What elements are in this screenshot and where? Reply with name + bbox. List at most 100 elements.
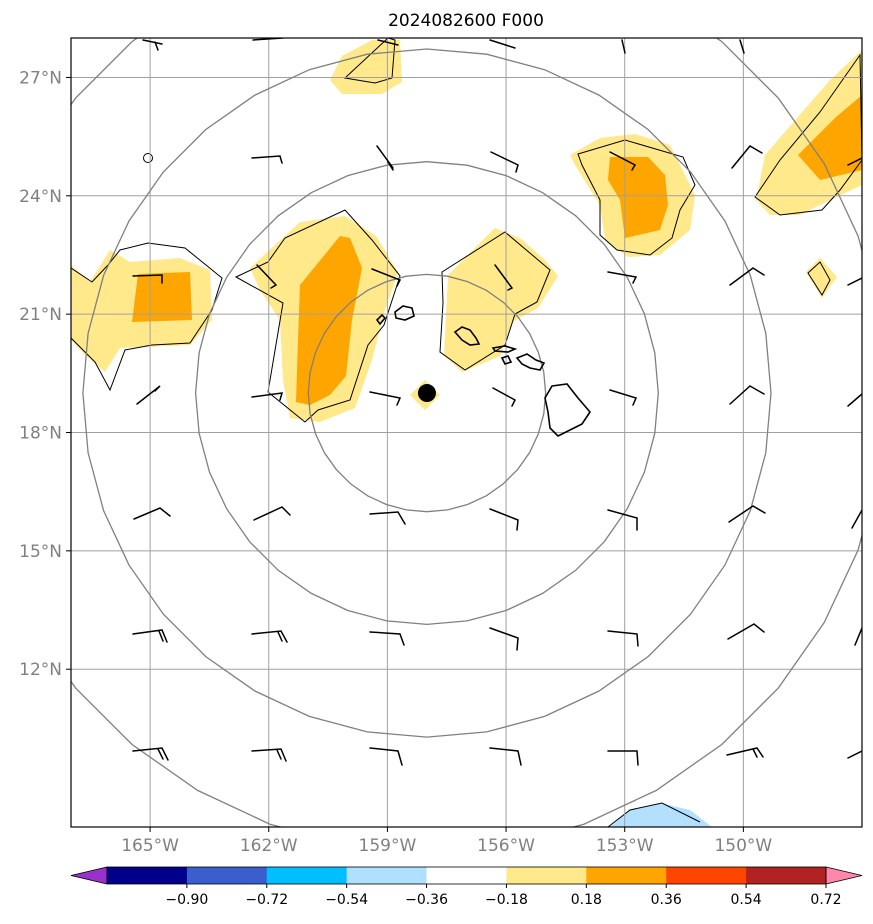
wind-barb [607, 750, 639, 766]
island-maui [515, 353, 546, 371]
wind-barb [489, 627, 519, 651]
wind-barb [256, 264, 278, 289]
colorbar-swatch [266, 867, 348, 884]
axis-ticks: 165°W 162°W 159°W 156°W 153°W 150°W 27°N 24°N 21… [19, 68, 772, 856]
map-area [71, 38, 862, 827]
island-niihau [375, 313, 387, 326]
wind-barb [851, 509, 862, 529]
wind-barb [847, 157, 862, 166]
wind-barb [251, 392, 284, 401]
colorbar-swatch [746, 867, 827, 884]
range-ring [307, 273, 547, 513]
x-tick-label: 165°W [121, 836, 179, 856]
colorbar-label: −0.36 [405, 892, 448, 908]
island-kauai [394, 305, 415, 321]
wind-barb [729, 267, 765, 286]
wind-barb [492, 387, 516, 407]
wind-barb [376, 145, 394, 171]
contour-fill-orange [132, 272, 192, 322]
colorbar-label: 0.36 [651, 892, 682, 908]
wind-barb [607, 509, 638, 531]
storm-center-marker [417, 384, 436, 403]
x-tick-label: 156°W [477, 836, 535, 856]
colorbar-label: 0.18 [571, 892, 602, 908]
wind-barb [727, 623, 765, 640]
contour-line [439, 231, 551, 371]
wind-barb [607, 630, 639, 647]
wind-barb [253, 506, 291, 521]
colorbar: −0.90 −0.72 −0.54 −0.36 −0.18 0.18 0.36 0.54 0.7… [70, 866, 863, 908]
gridlines [71, 38, 862, 827]
colorbar-swatch [666, 867, 747, 884]
colorbar-swatch [426, 867, 507, 884]
map-title: 2024082600 F000 [388, 11, 544, 31]
wind-barb [621, 39, 626, 54]
colorbar-swatch [506, 867, 587, 884]
wind-barb [251, 155, 283, 164]
wind-barb [609, 389, 638, 406]
colorbar-extend-low [70, 866, 108, 885]
x-tick-label: 159°W [359, 836, 417, 856]
wind-barb [133, 507, 171, 520]
wind-barb [489, 39, 516, 49]
wind-barb [251, 630, 288, 643]
y-tick-label: 21°N [19, 305, 62, 325]
contour-line [143, 153, 153, 163]
wind-barb [854, 627, 862, 646]
colorbar-label: −0.18 [485, 892, 528, 908]
wind-barb [739, 39, 745, 54]
wind-barb [369, 391, 402, 406]
range-ring [71, 38, 862, 827]
wind-barb [489, 508, 519, 531]
shaded-field-layer [71, 40, 862, 827]
contour-line [807, 261, 831, 296]
wind-barb [369, 511, 406, 525]
range-ring [194, 161, 659, 626]
wind-barb [609, 151, 637, 171]
wind-barb-layer [132, 38, 862, 766]
contour-line [607, 802, 701, 827]
colorbar-label: −0.90 [165, 892, 208, 908]
y-tick-label: 27°N [19, 68, 62, 88]
wind-barb [489, 747, 522, 766]
island-oahu [453, 326, 481, 346]
colorbar-extend-high [825, 866, 863, 885]
coastline-hawaii [375, 305, 592, 437]
island-hawaii [544, 383, 592, 437]
wind-barb [142, 39, 163, 51]
wind-barb [132, 629, 168, 643]
contour-line [754, 53, 862, 216]
wind-barb [369, 631, 405, 646]
island-lanai [500, 355, 513, 365]
wind-barb [847, 393, 862, 407]
wind-barb [731, 145, 763, 169]
x-tick-label: 153°W [596, 836, 654, 856]
contour-line [234, 209, 401, 423]
y-tick-label: 15°N [19, 542, 62, 562]
wind-barb [371, 268, 402, 287]
colorbar-swatch [586, 867, 667, 884]
wind-barb [136, 385, 161, 405]
wind-barb [369, 747, 403, 766]
contour-fill-orange [798, 95, 862, 180]
contour-line [343, 38, 396, 84]
wind-barb [607, 271, 638, 284]
range-ring [82, 48, 772, 738]
wind-barb [132, 274, 163, 284]
y-tick-label: 18°N [19, 424, 62, 444]
wind-barb [132, 747, 169, 761]
colorbar-label: 0.54 [731, 892, 762, 908]
y-tick-label: 12°N [19, 660, 62, 680]
wind-barb [490, 151, 519, 173]
island-molokai [491, 345, 518, 353]
colorbar-swatch [346, 867, 428, 884]
wind-barb [847, 277, 862, 286]
colorbar-label: 0.72 [810, 892, 841, 908]
colorbar-outline [106, 866, 827, 885]
colorbar-label: −0.54 [325, 892, 368, 908]
colorbar-swatch [107, 867, 188, 884]
wind-barb [377, 39, 399, 46]
x-tick-label: 150°W [714, 836, 772, 856]
wind-barb [728, 505, 766, 523]
y-tick-label: 24°N [19, 187, 62, 207]
